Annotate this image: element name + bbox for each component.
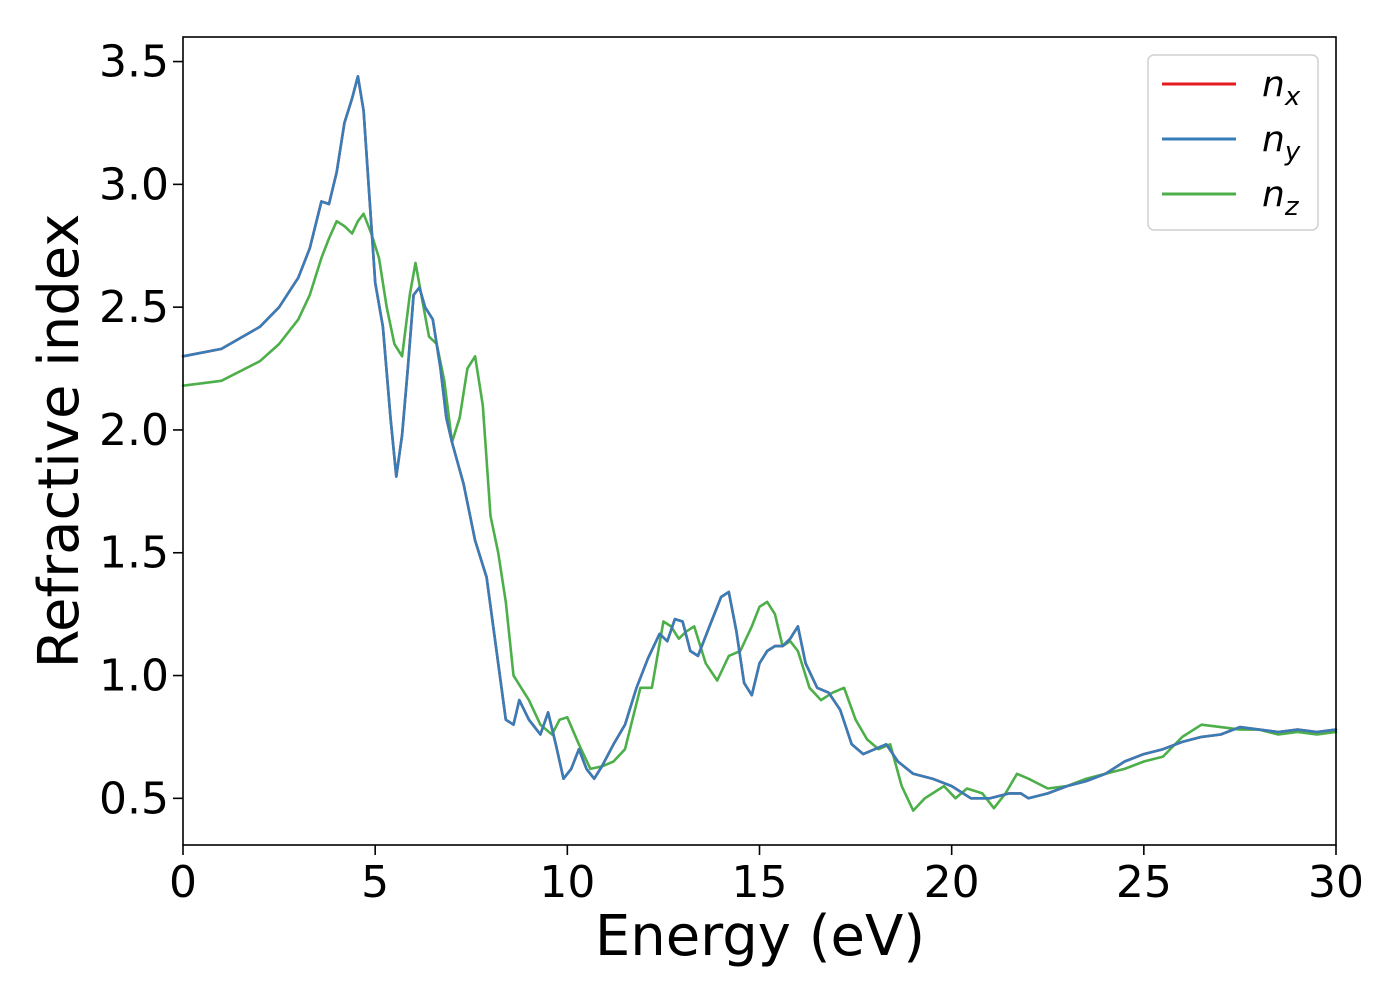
series-line-y xyxy=(181,75,1338,800)
y-tick-label: 3.0 xyxy=(99,159,169,210)
x-tick-label: 10 xyxy=(539,857,595,908)
y-tick-label: 1.5 xyxy=(99,528,169,579)
x-tick-label: 0 xyxy=(169,857,197,908)
x-axis-ticks: 0 5 10 15 20 25 30 xyxy=(169,845,1364,908)
legend-label-base: n xyxy=(1262,174,1285,215)
x-tick-label: 5 xyxy=(361,857,389,908)
series-line-z xyxy=(181,212,1338,812)
y-tick-label: 3.5 xyxy=(99,37,169,88)
legend-label-subscript: x xyxy=(1284,82,1301,112)
legend-label-y: ny xyxy=(1262,119,1301,167)
x-tick-label: 15 xyxy=(732,857,788,908)
x-axis-title: Energy (eV) xyxy=(595,904,925,969)
x-tick-label: 20 xyxy=(924,857,980,908)
legend-label-x: nx xyxy=(1262,64,1301,112)
x-tick-label: 25 xyxy=(1116,857,1172,908)
y-tick-label: 2.5 xyxy=(99,282,169,333)
series-layer xyxy=(181,75,1338,812)
legend-label-subscript: y xyxy=(1284,137,1301,167)
y-tick-label: 1.0 xyxy=(99,651,169,702)
y-tick-label: 2.0 xyxy=(99,405,169,456)
legend-label-base: n xyxy=(1262,64,1285,105)
y-axis-ticks: 0.5 1.0 1.5 2.0 2.5 3.0 3.5 xyxy=(99,37,183,824)
legend-label-base: n xyxy=(1262,119,1285,160)
legend-label-z: nz xyxy=(1262,174,1300,222)
y-tick-label: 0.5 xyxy=(99,773,169,824)
x-tick-label: 30 xyxy=(1308,857,1364,908)
y-axis-title: Refractive index xyxy=(27,214,92,669)
legend-box xyxy=(1147,54,1319,231)
legend-label-subscript: z xyxy=(1284,192,1300,222)
